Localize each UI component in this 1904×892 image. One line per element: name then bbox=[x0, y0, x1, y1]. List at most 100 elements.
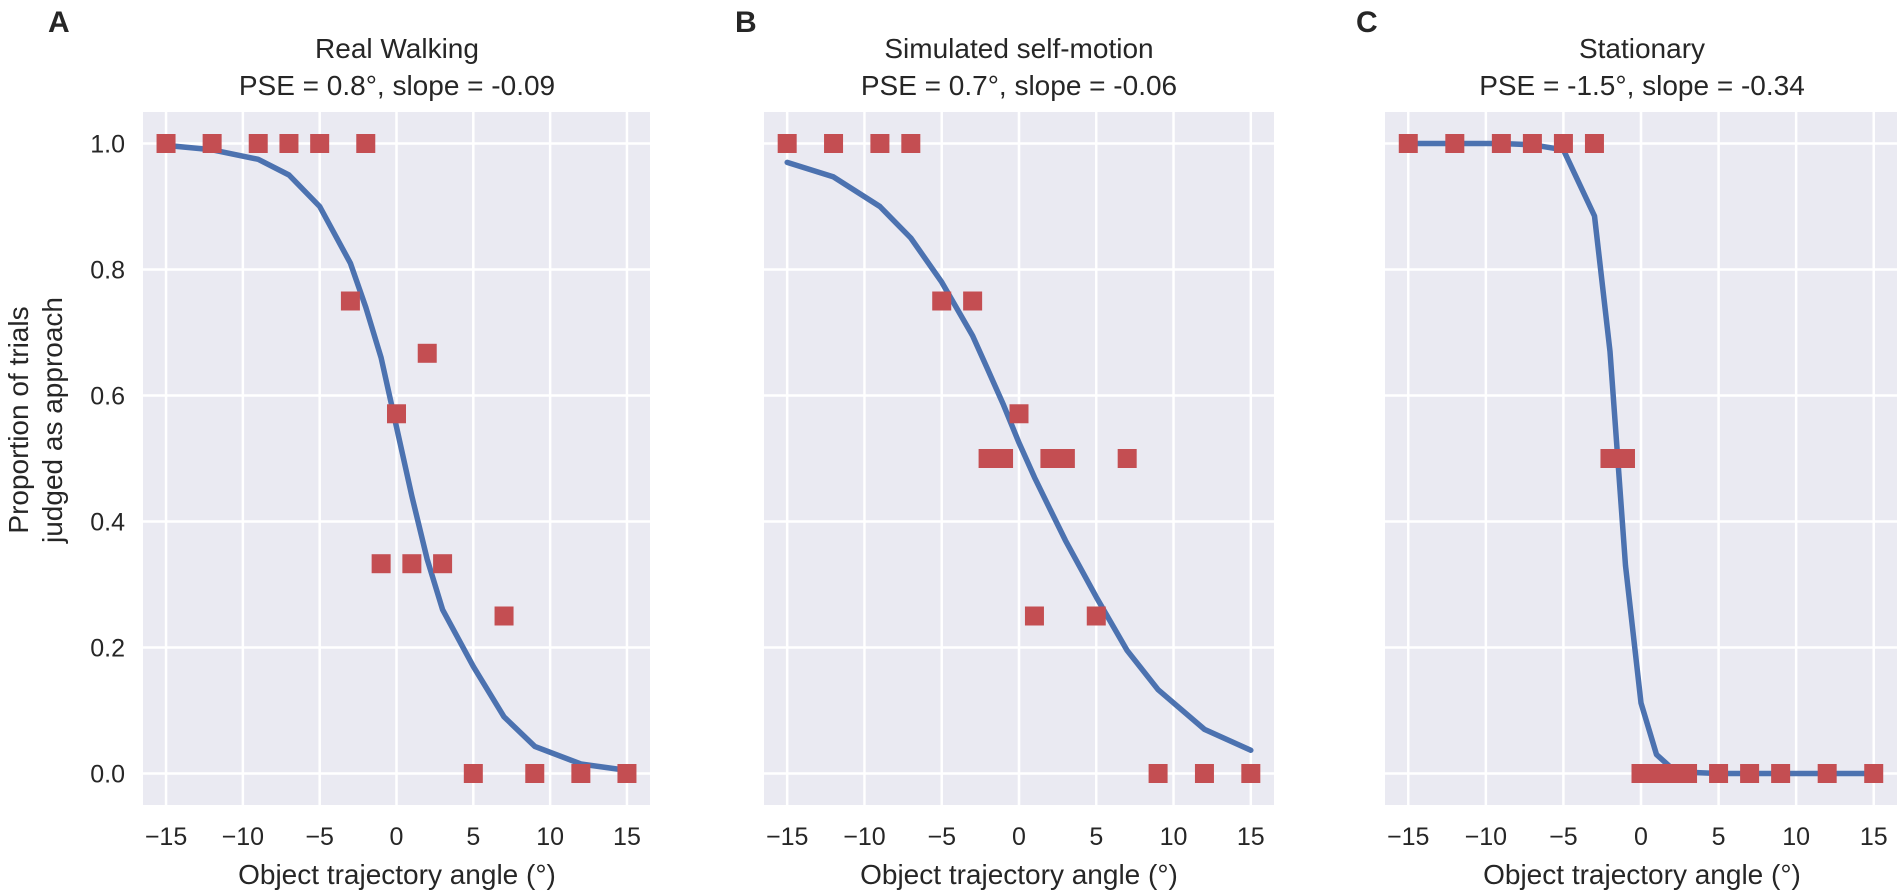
data-point bbox=[1771, 764, 1791, 783]
panel-a: A Real Walking PSE = 0.8°, slope = -0.09… bbox=[48, 6, 650, 890]
data-point bbox=[1678, 764, 1698, 783]
y-tick-label: 0.8 bbox=[90, 257, 125, 285]
panel-title: Real Walking bbox=[315, 33, 479, 64]
fit-line bbox=[1405, 140, 1877, 777]
x-tick-label: −5 bbox=[305, 823, 334, 851]
data-point bbox=[356, 134, 376, 153]
data-point bbox=[525, 764, 545, 783]
panel-subtitle: PSE = 0.8°, slope = -0.09 bbox=[239, 70, 555, 101]
data-point bbox=[279, 134, 299, 153]
data-point bbox=[156, 134, 176, 153]
data-point bbox=[202, 134, 222, 153]
x-tick-label: −10 bbox=[843, 823, 885, 851]
x-tick-label: 15 bbox=[1237, 823, 1265, 851]
x-tick-label: −5 bbox=[1549, 823, 1578, 851]
y-tick-label: 0.4 bbox=[90, 509, 125, 537]
data-point bbox=[1009, 404, 1029, 424]
y-tick-label: 1.0 bbox=[90, 131, 125, 159]
x-tick-label: 5 bbox=[1712, 823, 1726, 851]
data-point bbox=[1055, 449, 1075, 468]
x-tick-label: 0 bbox=[1634, 823, 1648, 851]
x-axis-label: Object trajectory angle (°) bbox=[1483, 859, 1801, 890]
panel-c: C Stationary PSE = -1.5°, slope = -0.34 … bbox=[1356, 6, 1897, 890]
data-point bbox=[433, 554, 453, 574]
panel-subtitle: PSE = -1.5°, slope = -0.34 bbox=[1479, 70, 1805, 101]
data-point bbox=[1024, 606, 1044, 626]
x-tick-label: −15 bbox=[766, 823, 808, 851]
x-tick-label: 0 bbox=[1012, 823, 1026, 851]
data-point bbox=[1148, 764, 1168, 783]
data-point bbox=[417, 343, 437, 363]
data-point bbox=[1662, 764, 1682, 783]
x-tick-label: −15 bbox=[145, 823, 187, 851]
x-tick-label: 15 bbox=[1860, 823, 1888, 851]
data-point bbox=[1647, 764, 1667, 783]
data-point bbox=[824, 134, 844, 153]
x-tick-label: −10 bbox=[1465, 823, 1507, 851]
y-tick-label: 0.6 bbox=[90, 383, 125, 411]
panel-letter: A bbox=[48, 6, 70, 39]
data-point bbox=[901, 134, 921, 153]
data-point bbox=[571, 764, 591, 783]
x-tick-label: 5 bbox=[466, 823, 480, 851]
data-point bbox=[1086, 606, 1106, 626]
data-point bbox=[963, 291, 983, 311]
data-point bbox=[1241, 764, 1261, 783]
x-tick-label: 0 bbox=[390, 823, 404, 851]
data-point bbox=[1491, 134, 1511, 153]
data-point bbox=[1584, 134, 1604, 153]
data-point bbox=[402, 554, 422, 574]
panel-title: Simulated self-motion bbox=[884, 33, 1153, 64]
x-axis-label: Object trajectory angle (°) bbox=[860, 859, 1178, 890]
data-point bbox=[248, 134, 268, 153]
data-point bbox=[1817, 764, 1837, 783]
y-axis-label-line-2: judged as approach bbox=[37, 297, 68, 544]
x-axis-label: Object trajectory angle (°) bbox=[238, 859, 556, 890]
data-point bbox=[387, 404, 406, 424]
data-point bbox=[1709, 764, 1729, 783]
plot-area bbox=[764, 112, 1274, 805]
data-point bbox=[870, 134, 890, 153]
data-point bbox=[978, 449, 998, 468]
y-tick-label: 0.2 bbox=[90, 635, 125, 663]
panel-letter: C bbox=[1356, 6, 1378, 39]
data-point bbox=[617, 764, 637, 783]
y-tick-label: 0.0 bbox=[90, 761, 125, 789]
fit-line bbox=[163, 142, 630, 774]
data-point bbox=[371, 554, 391, 574]
data-point bbox=[310, 134, 330, 153]
x-tick-label: −10 bbox=[222, 823, 264, 851]
data-point bbox=[932, 291, 952, 311]
data-point bbox=[463, 764, 483, 783]
data-point bbox=[1553, 134, 1573, 153]
data-point bbox=[1631, 764, 1651, 783]
data-point bbox=[1040, 449, 1060, 468]
data-point bbox=[1117, 449, 1137, 468]
x-tick-label: 10 bbox=[536, 823, 564, 851]
panel-subtitle: PSE = 0.7°, slope = -0.06 bbox=[861, 70, 1177, 101]
data-point bbox=[1600, 449, 1620, 468]
data-point bbox=[1740, 764, 1760, 783]
x-tick-label: −15 bbox=[1387, 823, 1429, 851]
data-point bbox=[1398, 134, 1418, 153]
x-tick-label: 10 bbox=[1160, 823, 1188, 851]
panel-letter: B bbox=[735, 6, 757, 39]
data-point bbox=[1615, 449, 1635, 468]
fit-line bbox=[784, 159, 1254, 753]
data-point bbox=[494, 606, 514, 626]
x-tick-label: −5 bbox=[927, 823, 956, 851]
data-point bbox=[994, 449, 1014, 468]
data-point bbox=[340, 291, 360, 311]
x-tick-label: 10 bbox=[1782, 823, 1810, 851]
data-point bbox=[777, 134, 797, 153]
panel-title: Stationary bbox=[1579, 33, 1705, 64]
x-tick-label: 5 bbox=[1089, 823, 1103, 851]
y-axis-label-line-1: Proportion of trials bbox=[3, 306, 34, 533]
panel-b: B Simulated self-motion PSE = 0.7°, slop… bbox=[735, 6, 1274, 890]
data-point bbox=[1864, 764, 1884, 783]
data-point bbox=[1445, 134, 1465, 153]
data-point bbox=[1522, 134, 1542, 153]
plot-area bbox=[143, 112, 650, 805]
data-point bbox=[1194, 764, 1214, 783]
